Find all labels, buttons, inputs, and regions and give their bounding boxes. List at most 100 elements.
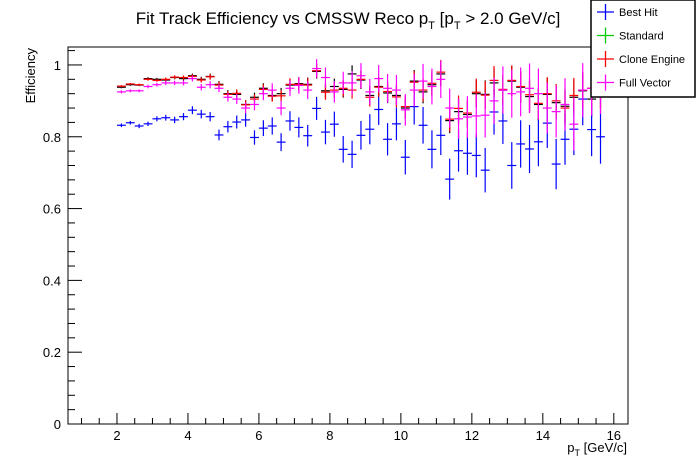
data-point <box>303 124 313 147</box>
data-point <box>134 123 144 129</box>
data-point <box>187 106 197 115</box>
data-point <box>161 114 171 121</box>
data-point <box>462 131 472 175</box>
y-tick-label: 0.6 <box>43 202 61 217</box>
axes: 2 4 6 8 10 12 14 16 0 0.2 0.4 0.6 0.8 1 <box>43 50 621 443</box>
data-point <box>560 78 570 131</box>
data-point <box>569 97 579 151</box>
data-point <box>383 73 393 103</box>
data-point <box>276 133 286 152</box>
data-point <box>356 120 366 150</box>
legend-label: Best Hit <box>619 7 658 19</box>
data-point <box>551 138 561 190</box>
data-point <box>489 77 499 124</box>
data-point <box>241 113 251 127</box>
x-axis-label: pT [GeV/c] <box>567 440 627 458</box>
legend: Best Hit Standard Clone Engine Full Vector <box>590 0 696 98</box>
data-point <box>471 94 481 138</box>
data-point <box>232 94 242 105</box>
data-point <box>507 69 517 118</box>
data-point <box>196 109 206 119</box>
data-point <box>365 114 375 145</box>
data-point <box>143 84 153 89</box>
y-tick-label: 1 <box>54 58 61 73</box>
y-tick-label: 0.8 <box>43 130 61 145</box>
data-point <box>436 115 446 156</box>
legend-entry: Full Vector <box>597 74 671 91</box>
data-point <box>347 140 357 168</box>
data-point <box>383 123 393 156</box>
data-point <box>542 82 552 134</box>
legend-label: Full Vector <box>619 78 671 90</box>
data-point <box>436 60 446 98</box>
data-point <box>427 68 437 105</box>
legend-entry: Clone Engine <box>597 51 685 67</box>
data-point <box>232 115 242 129</box>
data-point <box>312 96 322 120</box>
data-point <box>462 96 472 138</box>
data-point <box>418 63 428 99</box>
data-point <box>392 107 401 141</box>
x-tick-label: 10 <box>394 428 408 443</box>
chart-title: Fit Track Efficiency vs CMSSW Reco pT [p… <box>136 9 561 32</box>
data-point <box>338 136 348 163</box>
y-tick-label: 0.4 <box>43 273 61 288</box>
data-point <box>205 81 215 89</box>
data-point <box>578 63 588 118</box>
data-point <box>454 98 463 139</box>
data-point <box>258 120 268 137</box>
series-best-hit <box>116 72 605 200</box>
data-point <box>134 89 144 93</box>
data-point <box>116 90 126 94</box>
data-point <box>312 59 322 78</box>
data-point <box>267 117 277 135</box>
data-point <box>285 80 295 97</box>
data-point <box>533 68 543 119</box>
x-tick-label: 12 <box>465 428 479 443</box>
data-point <box>223 92 233 102</box>
data-point <box>258 87 268 101</box>
data-point <box>267 83 277 97</box>
data-point <box>471 133 481 178</box>
data-point <box>516 67 526 117</box>
data-point <box>338 71 348 95</box>
data-point <box>347 71 357 95</box>
data-point <box>427 130 437 169</box>
data-point <box>205 73 215 80</box>
data-point <box>294 117 304 138</box>
data-marks <box>116 58 605 200</box>
data-point <box>116 123 126 128</box>
legend-label: Clone Engine <box>619 54 685 66</box>
data-point <box>161 77 171 82</box>
data-point <box>329 111 339 137</box>
data-point <box>223 120 233 133</box>
data-point <box>241 102 251 114</box>
data-point <box>152 116 162 122</box>
legend-entry: Standard <box>597 27 664 44</box>
data-point <box>205 111 215 122</box>
data-point <box>116 85 126 88</box>
data-point <box>303 81 313 100</box>
data-point <box>125 120 135 125</box>
data-point <box>516 120 526 168</box>
data-point <box>170 116 180 124</box>
series-full-vector <box>116 58 605 151</box>
y-tick-label: 0 <box>54 417 61 432</box>
data-point <box>533 117 543 167</box>
data-point <box>596 109 605 164</box>
data-point <box>143 121 153 126</box>
data-point <box>134 83 144 86</box>
data-point <box>356 63 366 89</box>
data-point <box>276 90 286 102</box>
data-point <box>214 84 224 93</box>
x-tick-label: 14 <box>536 428 550 443</box>
data-point <box>400 94 410 126</box>
data-point <box>374 64 384 93</box>
data-point <box>143 77 153 81</box>
data-point <box>498 66 508 114</box>
data-point <box>551 85 561 138</box>
data-point <box>152 78 162 82</box>
data-point <box>250 130 259 145</box>
data-point <box>365 78 375 105</box>
data-point <box>214 129 224 141</box>
